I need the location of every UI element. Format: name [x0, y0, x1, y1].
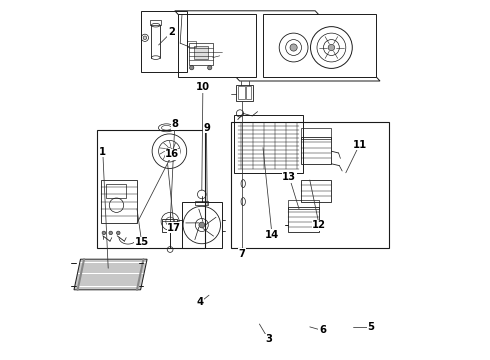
Bar	[101, 180, 137, 223]
Text: 5: 5	[368, 322, 374, 332]
Text: 12: 12	[312, 220, 326, 230]
Text: 11: 11	[352, 140, 367, 150]
Bar	[301, 180, 331, 202]
Circle shape	[199, 222, 205, 228]
Bar	[187, 41, 196, 47]
Text: 13: 13	[282, 172, 296, 182]
Text: 16: 16	[165, 149, 179, 159]
Bar	[301, 137, 331, 164]
Polygon shape	[74, 259, 147, 290]
Circle shape	[328, 44, 335, 51]
Bar	[150, 20, 161, 25]
Bar	[231, 122, 389, 248]
Text: 1: 1	[99, 147, 106, 157]
Bar	[189, 43, 213, 65]
Text: 10: 10	[196, 82, 210, 93]
Circle shape	[102, 231, 106, 235]
Polygon shape	[178, 14, 256, 77]
Text: 3: 3	[265, 334, 272, 344]
Text: 8: 8	[172, 119, 178, 129]
Bar	[234, 115, 303, 173]
Bar	[98, 130, 205, 248]
Text: 15: 15	[135, 237, 149, 247]
Bar	[162, 219, 176, 232]
Circle shape	[190, 66, 194, 70]
Bar	[141, 11, 187, 72]
Text: 9: 9	[203, 123, 210, 133]
Bar	[194, 46, 208, 59]
Bar	[196, 201, 208, 205]
Bar	[288, 207, 319, 232]
Bar	[238, 86, 245, 99]
Circle shape	[117, 231, 120, 235]
Bar	[301, 128, 331, 139]
Text: 4: 4	[196, 297, 203, 307]
Circle shape	[290, 44, 297, 51]
Circle shape	[208, 66, 212, 70]
Text: 17: 17	[167, 223, 181, 233]
Text: 14: 14	[265, 230, 279, 240]
Polygon shape	[263, 14, 376, 77]
Bar	[288, 200, 319, 209]
Polygon shape	[175, 11, 380, 81]
Bar	[106, 184, 126, 198]
Bar	[246, 86, 251, 99]
Bar	[236, 85, 253, 101]
Circle shape	[143, 36, 147, 40]
Text: 2: 2	[168, 27, 174, 37]
Text: 6: 6	[319, 325, 326, 336]
Circle shape	[109, 231, 113, 235]
Bar	[182, 202, 221, 248]
Text: 7: 7	[239, 249, 245, 259]
